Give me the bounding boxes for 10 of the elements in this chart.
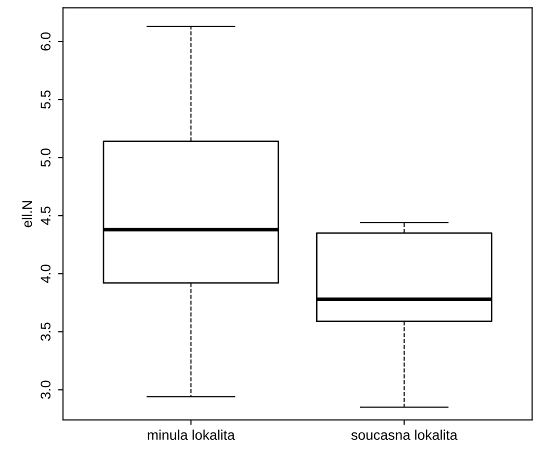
x-tick-label: soucasna lokalita: [351, 430, 458, 440]
y-tick-label: 6.0: [40, 32, 51, 50]
y-tick-label: 4.5: [40, 206, 51, 225]
y-axis-title: ell.N: [22, 201, 32, 228]
y-tick-label: 3.0: [40, 380, 51, 399]
y-tick-label: 3.5: [40, 322, 51, 341]
y-tick-label: 5.0: [40, 148, 51, 167]
y-tick-label: 5.5: [40, 90, 51, 109]
y-tick-label: 4.0: [40, 264, 51, 284]
x-tick-label: minula lokalita: [148, 430, 235, 440]
